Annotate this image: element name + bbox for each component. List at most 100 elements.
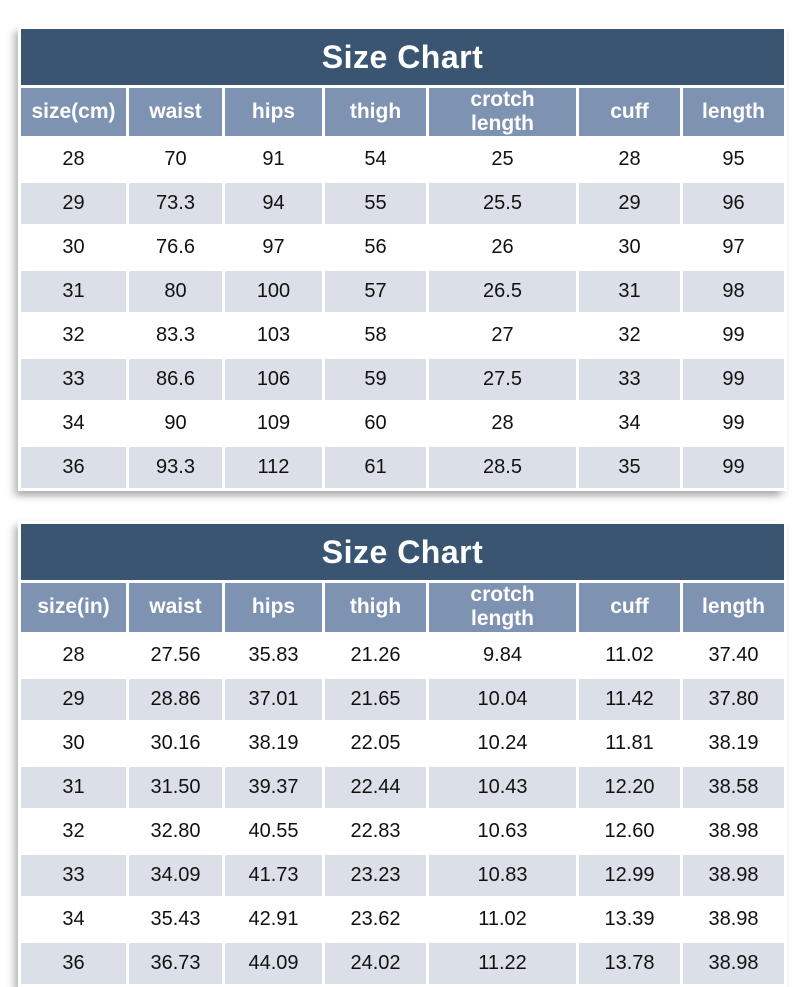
table-cell: 40.55 [222,807,325,855]
table-cell: 29 [576,180,683,228]
table-cell: 12.60 [576,807,683,855]
table-cell: 36 [18,939,129,987]
size-chart-table-in: Size Chart size(in) waist hips thigh crotch … [17,521,788,987]
table-cell: 10.63 [426,807,579,855]
table-cell: 38.98 [679,851,788,899]
table-title-row: Size Chart [17,26,788,88]
column-header: hips [222,580,325,635]
table-cell: 38.19 [679,719,788,767]
table-cell: 27.56 [126,631,225,679]
table-cell: 28 [576,136,683,184]
table-cell: 34.09 [126,851,225,899]
header-row: size(cm) waist hips thigh crotch length cuff l… [18,84,788,140]
table-cell: 80 [126,268,225,316]
table-cell: 11.22 [426,939,579,987]
table-cell: 30.16 [126,719,225,767]
table-cell: 99 [679,312,788,360]
table-cell: 34 [18,895,129,943]
table-cell: 42.91 [222,895,325,943]
table-cell: 76.6 [126,224,225,272]
table-cell: 103 [222,312,325,360]
table-cell: 109 [222,400,325,448]
table-cell: 38.98 [679,895,788,943]
table-cell: 93.3 [126,444,225,492]
table-cell: 100 [222,268,325,316]
table-cell: 38.98 [679,939,788,987]
table-cell: 95 [679,136,788,184]
size-chart-page: Size Chart size(cm) waist hips thigh crotch … [17,26,788,987]
column-header: length [679,580,788,635]
table-cell: 99 [679,400,788,448]
size-chart-table-cm: Size Chart size(cm) waist hips thigh crotch … [17,26,788,492]
table-body: 28 70 91 54 25 28 95 29 73.3 94 55 25.5 29 96 30 76.6 97… [18,136,788,492]
table-cell: 57 [322,268,429,316]
table-cell: 33 [576,356,683,404]
table-cell: 31 [18,268,129,316]
table-title: Size Chart [17,26,788,88]
table-cell: 60 [322,400,429,448]
table-cell: 32 [18,807,129,855]
table-cell: 23.23 [322,851,429,899]
table-cell: 29 [18,180,129,228]
table-cell: 30 [18,224,129,272]
table-cell: 28 [18,631,129,679]
table-row: 28 70 91 54 25 28 95 [18,136,788,184]
table-cell: 99 [679,444,788,492]
table-cell: 28.86 [126,675,225,723]
table-cell: 11.02 [426,895,579,943]
table-cell: 44.09 [222,939,325,987]
table-cell: 54 [322,136,429,184]
table-row: 29 73.3 94 55 25.5 29 96 [18,180,788,228]
table-cell: 29 [18,675,129,723]
table-cell: 61 [322,444,429,492]
table-cell: 37.80 [679,675,788,723]
table-row: 34 90 109 60 28 34 99 [18,400,788,448]
table-cell: 11.42 [576,675,683,723]
table-cell: 59 [322,356,429,404]
table-cell: 25.5 [426,180,579,228]
table-cell: 13.78 [576,939,683,987]
table-row: 34 35.43 42.91 23.62 11.02 13.39 38.98 [18,895,788,943]
table-row: 33 34.09 41.73 23.23 10.83 12.99 38.98 [18,851,788,899]
table-cell: 10.04 [426,675,579,723]
table-cell: 26.5 [426,268,579,316]
column-header: size(in) [18,580,129,635]
table-cell: 35 [576,444,683,492]
table-cell: 35.43 [126,895,225,943]
table-cell: 25 [426,136,579,184]
table-cell: 33 [18,356,129,404]
table-cell: 86.6 [126,356,225,404]
table-cell: 28 [18,136,129,184]
table-row: 29 28.86 37.01 21.65 10.04 11.42 37.80 [18,675,788,723]
table-cell: 91 [222,136,325,184]
table-cell: 106 [222,356,325,404]
table-cell: 32 [18,312,129,360]
table-row: 30 30.16 38.19 22.05 10.24 11.81 38.19 [18,719,788,767]
table-cell: 37.01 [222,675,325,723]
table-row: 31 31.50 39.37 22.44 10.43 12.20 38.58 [18,763,788,811]
table-cell: 97 [222,224,325,272]
table-cell: 11.81 [576,719,683,767]
column-header: thigh [322,580,429,635]
table-cell: 22.83 [322,807,429,855]
table-body: 28 27.56 35.83 21.26 9.84 11.02 37.40 29 28.86 37… [18,631,788,987]
table-cell: 112 [222,444,325,492]
table-cell: 99 [679,356,788,404]
table-cell: 94 [222,180,325,228]
table-cell: 36.73 [126,939,225,987]
table-cell: 23.62 [322,895,429,943]
table-cell: 70 [126,136,225,184]
table-cell: 12.99 [576,851,683,899]
column-header: waist [126,84,225,140]
table-cell: 31 [18,763,129,811]
column-header: cuff [576,84,683,140]
table-cell: 98 [679,268,788,316]
table-cell: 58 [322,312,429,360]
table-cell: 39.37 [222,763,325,811]
table-cell: 30 [576,224,683,272]
column-header: crotch length [426,580,579,635]
table-cell: 34 [18,400,129,448]
table-cell: 55 [322,180,429,228]
table-cell: 10.24 [426,719,579,767]
table-row: 36 93.3 112 61 28.5 35 99 [18,444,788,492]
